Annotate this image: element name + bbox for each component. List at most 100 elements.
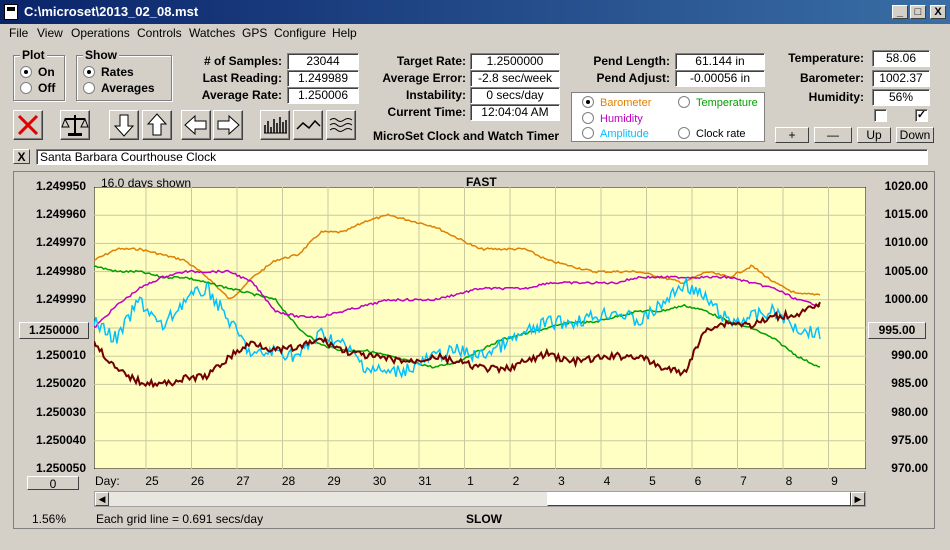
menu-gps[interactable]: GPS bbox=[242, 26, 268, 40]
bars-view-button[interactable] bbox=[260, 110, 290, 140]
radio-on-icon bbox=[582, 96, 594, 108]
arrow-down-icon bbox=[113, 114, 135, 137]
last-reading-field: 1.249989 bbox=[287, 70, 359, 87]
plot-off-radio[interactable]: Off bbox=[20, 81, 55, 95]
menu-configure[interactable]: Configure bbox=[274, 26, 327, 40]
menu-watches[interactable]: Watches bbox=[189, 26, 236, 40]
down-arrow-button[interactable] bbox=[109, 110, 139, 140]
radio-on-icon bbox=[83, 66, 95, 78]
app-icon[interactable] bbox=[4, 4, 18, 20]
pend-length-field: 61.144 in bbox=[675, 53, 765, 70]
average-error-field: -2.8 sec/week bbox=[470, 70, 560, 87]
clear-button[interactable] bbox=[13, 110, 43, 140]
pend-adjust-field: -0.00056 in bbox=[675, 70, 765, 87]
x-tick-label: 2 bbox=[512, 474, 520, 488]
percent-label: 1.56% bbox=[32, 512, 67, 526]
plot-on-radio[interactable]: On bbox=[20, 65, 55, 79]
average-error-label: Average Error: bbox=[382, 71, 466, 85]
overlay-clockrate-radio[interactable]: Clock rate bbox=[678, 127, 746, 140]
checkbox-left[interactable] bbox=[874, 109, 887, 122]
checkbox-right[interactable]: ✓ bbox=[915, 109, 928, 122]
scroll-thumb[interactable] bbox=[547, 492, 851, 506]
x-tick-label: 28 bbox=[281, 474, 296, 488]
y-left-tick-label: 1.249960 bbox=[35, 207, 86, 222]
y-left-tick-label: 1.250010 bbox=[35, 348, 86, 363]
y-right-tick-label: 1020.00 bbox=[884, 179, 928, 193]
menu-controls[interactable]: Controls bbox=[137, 26, 182, 40]
y-left-tick-label: 1.249950 bbox=[35, 179, 86, 193]
fast-label: FAST bbox=[466, 175, 497, 189]
x-tick-label: 9 bbox=[831, 474, 838, 488]
overlay-humidity-radio[interactable]: Humidity bbox=[582, 112, 643, 125]
x-tick-label: 6 bbox=[694, 474, 702, 488]
menu-help[interactable]: Help bbox=[332, 26, 357, 40]
balance-scale-icon bbox=[61, 115, 89, 136]
scale-down-button[interactable]: Down bbox=[896, 127, 934, 143]
minimize-button[interactable]: _ bbox=[892, 5, 908, 19]
x-tick-label: 7 bbox=[740, 474, 747, 488]
temperature-field: 58.06 bbox=[872, 50, 930, 67]
average-rate-field: 1.250006 bbox=[287, 87, 359, 104]
menu-bar: File View Operations Controls Watches GP… bbox=[0, 24, 950, 42]
show-averages-radio[interactable]: Averages bbox=[83, 81, 155, 95]
left-value-button[interactable]: 1.250000 bbox=[19, 322, 89, 339]
y-left-tick-label: 1.249980 bbox=[35, 263, 86, 278]
overlay-amplitude-radio[interactable]: Amplitude bbox=[582, 127, 649, 140]
line-view-button[interactable] bbox=[293, 110, 323, 140]
right-arrow-button[interactable] bbox=[213, 110, 243, 140]
overlay-temperature-radio[interactable]: Temperature bbox=[678, 96, 758, 109]
menu-file[interactable]: File bbox=[9, 26, 29, 40]
y-right-tick-label: 1015.00 bbox=[884, 207, 928, 222]
timer-title: MicroSet Clock and Watch Timer bbox=[373, 129, 560, 143]
y-right-tick-label: 980.00 bbox=[891, 404, 928, 419]
x-tick-label: 3 bbox=[558, 474, 565, 488]
radio-off-icon bbox=[83, 82, 95, 94]
y-right-tick-label: 990.00 bbox=[891, 348, 928, 363]
slow-label: SLOW bbox=[466, 512, 502, 526]
current-time-label: Current Time: bbox=[387, 105, 466, 119]
target-rate-field[interactable]: 1.2500000 bbox=[470, 53, 560, 70]
arrow-up-icon bbox=[146, 113, 168, 136]
up-arrow-button[interactable] bbox=[142, 110, 172, 140]
average-rate-label: Average Rate: bbox=[201, 88, 282, 102]
description-field[interactable]: Santa Barbara Courthouse Clock bbox=[36, 149, 928, 165]
line-chart-icon bbox=[296, 119, 321, 130]
arrow-left-icon bbox=[184, 114, 207, 136]
y-right-tick-label: 1005.00 bbox=[884, 263, 928, 278]
humidity-field: 56% bbox=[872, 89, 930, 106]
description-close-button[interactable]: X bbox=[13, 149, 30, 164]
scale-up-button[interactable]: Up bbox=[857, 127, 891, 143]
x-tick-label: 4 bbox=[603, 474, 611, 488]
instability-field: 0 secs/day bbox=[470, 87, 560, 104]
scale-plus-button[interactable]: + bbox=[775, 127, 809, 143]
x-axis-label: Day: bbox=[95, 474, 120, 488]
scale-minus-button[interactable]: — bbox=[814, 127, 852, 143]
instability-label: Instability: bbox=[405, 88, 466, 102]
show-group: Show Rates Averages bbox=[76, 48, 172, 101]
current-time-field: 12:04:04 AM bbox=[470, 104, 560, 121]
horizontal-scrollbar[interactable]: ◀ ▶ bbox=[94, 491, 866, 507]
y-right-tick-label: 1000.00 bbox=[884, 291, 928, 306]
left-zero-button[interactable]: 0 bbox=[27, 476, 79, 491]
radio-on-icon bbox=[20, 66, 32, 78]
humidity-label: Humidity: bbox=[808, 90, 864, 104]
close-button[interactable]: X bbox=[930, 5, 946, 19]
overlay-barometer-radio[interactable]: Barometer bbox=[582, 96, 651, 109]
y-left-tick-label: 1.250020 bbox=[35, 376, 86, 391]
right-value-button[interactable]: 995.00 bbox=[868, 322, 926, 339]
y-left-tick-label: 1.249970 bbox=[35, 235, 86, 250]
scroll-right-icon[interactable]: ▶ bbox=[851, 492, 865, 506]
maximize-button[interactable]: □ bbox=[910, 5, 926, 19]
plot-area bbox=[94, 187, 866, 469]
y-left-tick-label: 1.249990 bbox=[35, 291, 86, 306]
menu-operations[interactable]: Operations bbox=[71, 26, 130, 40]
samples-field: 23044 bbox=[287, 53, 359, 70]
menu-view[interactable]: View bbox=[37, 26, 63, 40]
wave-view-button[interactable] bbox=[326, 110, 356, 140]
scroll-left-icon[interactable]: ◀ bbox=[95, 492, 109, 506]
left-arrow-button[interactable] bbox=[181, 110, 211, 140]
show-rates-radio[interactable]: Rates bbox=[83, 65, 134, 79]
balance-button[interactable] bbox=[60, 110, 90, 140]
bar-chart-icon bbox=[264, 117, 287, 134]
y-left-tick-label: 1.250050 bbox=[35, 461, 86, 475]
